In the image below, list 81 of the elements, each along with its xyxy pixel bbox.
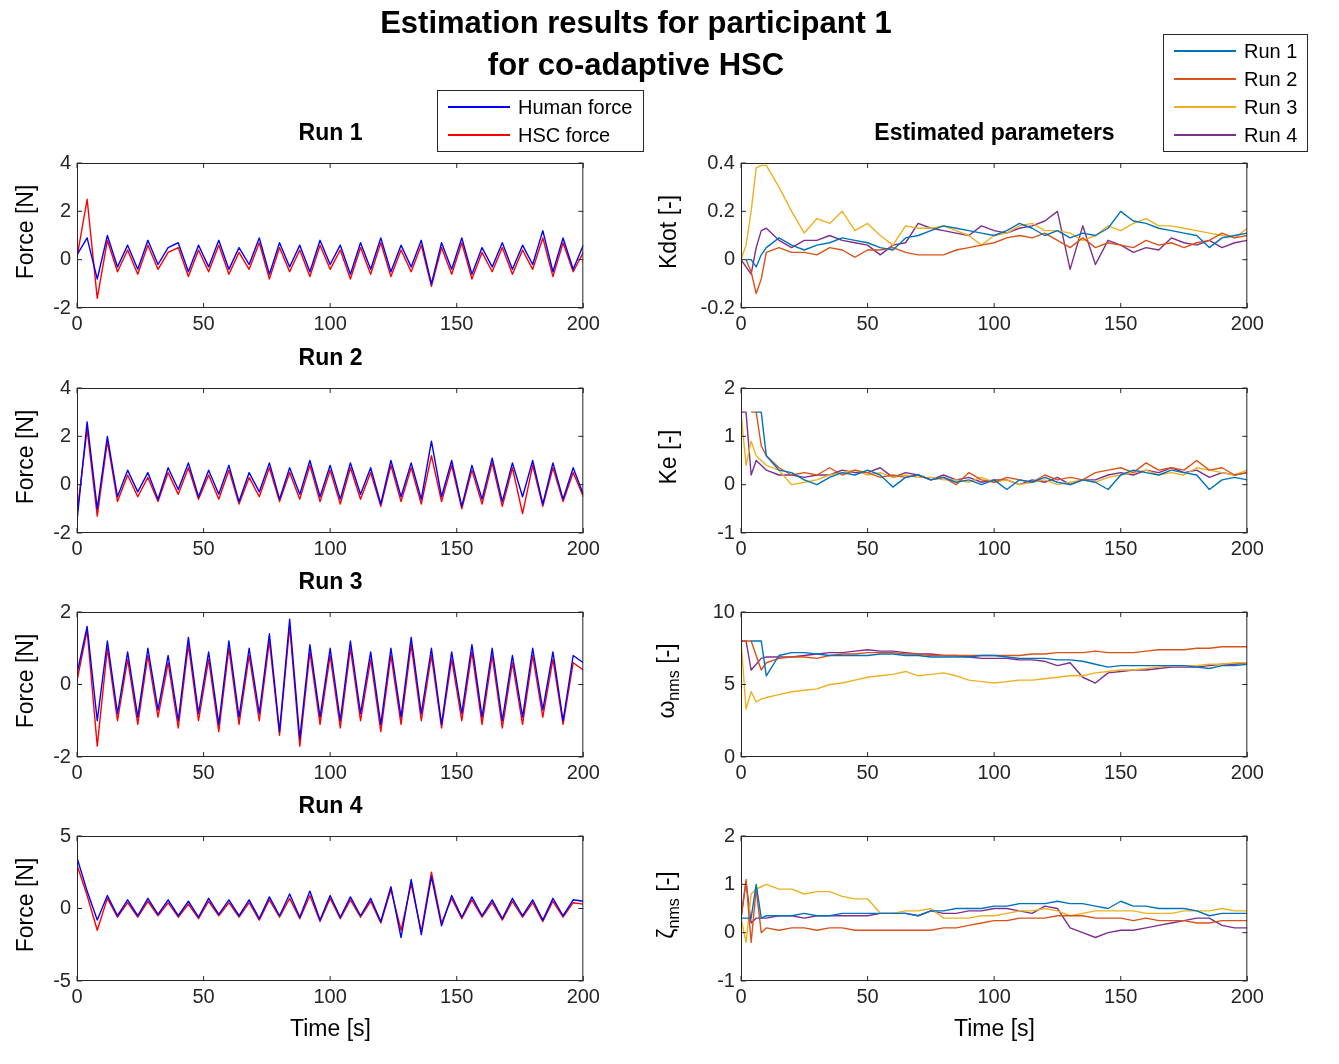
y-tick-label: 0 (59, 472, 71, 495)
x-tick-label: 150 (1104, 536, 1138, 559)
x-tick-label: 50 (192, 536, 215, 559)
legend-label: Human force (518, 95, 633, 119)
x-tick-label: 100 (977, 536, 1011, 559)
y-tick-label: 0 (59, 247, 71, 270)
x-tick-label: 150 (440, 311, 474, 334)
x-axis-title: Time [s] (954, 1015, 1035, 1042)
x-tick-label: 50 (856, 536, 879, 559)
x-tick-label: 50 (192, 760, 215, 783)
y-tick-label: -1 (717, 520, 735, 543)
y-tick-label: 0 (723, 247, 735, 270)
y-axis-title: Kdot [-] (654, 194, 682, 269)
x-tick-label: 50 (856, 311, 879, 334)
x-tick-label: 50 (856, 760, 879, 783)
y-tick-label: -2 (53, 744, 71, 767)
y-tick-label: 1 (723, 871, 735, 894)
x-tick-label: 150 (1104, 760, 1138, 783)
text: Estimation results for participant 1 for co-adaptive HSC (379, 4, 893, 84)
y-tick-label: -2 (53, 295, 71, 318)
x-tick-label: 150 (440, 984, 474, 1007)
legend-label: Run 3 (1244, 95, 1298, 119)
x-tick-label: 50 (192, 311, 215, 334)
y-axis-title: Force [N] (11, 184, 39, 279)
x-tick-label: 200 (1230, 984, 1264, 1007)
y-tick-label: 4 (59, 150, 71, 173)
x-tick-label: 100 (313, 984, 347, 1007)
y-axis-title: Ke [-] (654, 429, 682, 484)
x-tick-label: 150 (1104, 984, 1138, 1007)
y-tick-label: -2 (53, 520, 71, 543)
x-tick-label: 200 (566, 311, 600, 334)
y-tick-label: 0 (723, 744, 735, 767)
legend-label: Run 4 (1244, 123, 1298, 147)
y-tick-label: 5 (59, 823, 71, 846)
y-tick-label: 4 (59, 375, 71, 398)
y-tick-label: 0.2 (707, 198, 735, 221)
x-tick-label: 100 (977, 311, 1011, 334)
y-tick-label: 10 (712, 599, 735, 622)
y-axis-title: Force [N] (11, 857, 39, 952)
x-tick-label: 50 (192, 984, 215, 1007)
x-tick-label: 200 (566, 760, 600, 783)
x-tick-label: 150 (440, 760, 474, 783)
y-tick-label: -0.2 (700, 295, 735, 318)
y-tick-label: 5 (723, 672, 735, 695)
y-tick-label: 2 (723, 823, 735, 846)
y-axis-title: Force [N] (11, 633, 39, 728)
chart-title: Run 4 (298, 792, 363, 819)
chart-title: Run 1 (298, 119, 363, 146)
y-tick-label: 2 (723, 375, 735, 398)
x-axis-title: Time [s] (290, 1015, 371, 1042)
x-tick-label: 200 (1230, 760, 1264, 783)
chart-title: Run 2 (298, 344, 363, 371)
y-tick-label: -1 (717, 968, 735, 991)
y-tick-label: 0.4 (707, 150, 735, 173)
x-tick-label: 100 (313, 760, 347, 783)
y-tick-label: 0 (59, 896, 71, 919)
legend-label: Run 1 (1244, 39, 1298, 63)
x-tick-label: 100 (313, 311, 347, 334)
x-tick-label: 100 (313, 536, 347, 559)
y-tick-label: 2 (59, 423, 71, 446)
x-tick-label: 200 (1230, 536, 1264, 559)
y-tick-label: 2 (59, 599, 71, 622)
y-tick-label: 0 (59, 672, 71, 695)
y-tick-label: 0 (723, 472, 735, 495)
legend-label: Run 2 (1244, 67, 1298, 91)
x-tick-label: 200 (1230, 311, 1264, 334)
x-tick-label: 50 (856, 984, 879, 1007)
y-tick-label: 1 (723, 423, 735, 446)
y-tick-label: -5 (53, 968, 71, 991)
y-tick-label: 0 (723, 920, 735, 943)
chart-title: Run 3 (298, 568, 363, 595)
legend-label: HSC force (518, 123, 611, 147)
y-tick-label: 2 (59, 198, 71, 221)
x-tick-label: 150 (440, 536, 474, 559)
y-axis-title: Force [N] (11, 409, 39, 504)
x-tick-label: 100 (977, 760, 1011, 783)
x-tick-label: 150 (1104, 311, 1138, 334)
x-tick-label: 200 (566, 536, 600, 559)
x-tick-label: 200 (566, 984, 600, 1007)
chart-title: Estimated parameters (874, 119, 1115, 146)
x-tick-label: 100 (977, 984, 1011, 1007)
